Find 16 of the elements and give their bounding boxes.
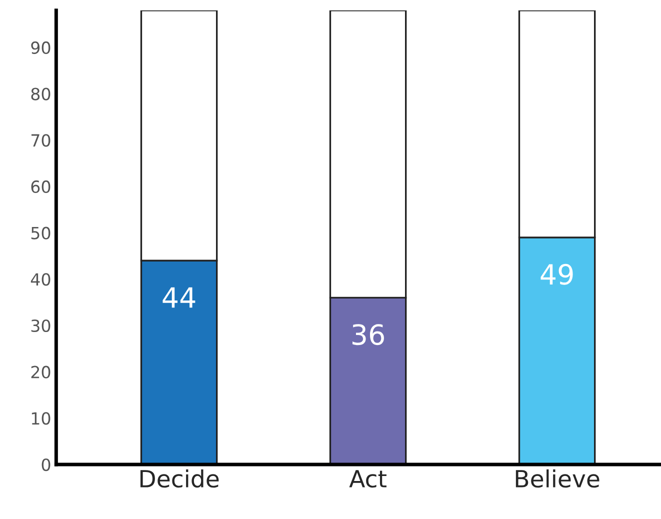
data-label: 36 [352, 324, 384, 346]
data-label: 44 [162, 287, 196, 308]
x-tick-label: Believe [516, 469, 600, 488]
y-tick-label: 10 [32, 412, 50, 425]
y-tick-label: 0 [42, 458, 50, 472]
y-tick-label: 90 [31, 41, 50, 54]
y-tick-label: 20 [31, 366, 50, 378]
y-tick-label: 50 [31, 226, 50, 240]
data-label: 49 [540, 264, 573, 285]
x-tick-label: Act [349, 470, 386, 488]
x-tick-label: Decide [140, 469, 219, 488]
y-tick-label: 70 [31, 134, 50, 147]
y-tick-label: 60 [31, 180, 50, 194]
y-tick-label: 30 [31, 319, 50, 332]
y-tick-label: 80 [31, 88, 50, 100]
y-tick-label: 40 [30, 273, 50, 286]
